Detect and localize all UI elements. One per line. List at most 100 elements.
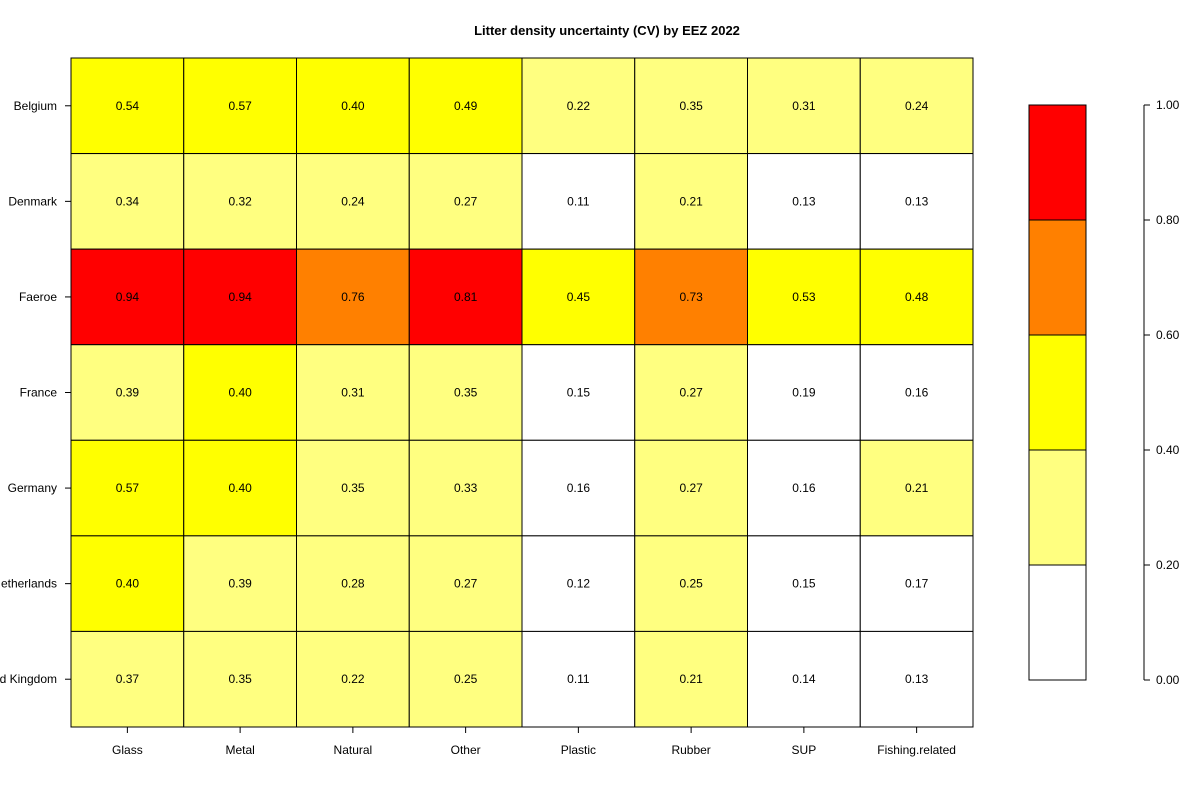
heatmap-cell <box>296 630 410 728</box>
cell-value-label: 0.19 <box>792 386 816 400</box>
cell-value-label: 0.76 <box>341 290 365 304</box>
heatmap-cell <box>296 439 410 537</box>
legend-color-box <box>1028 334 1087 451</box>
cell-value-label: 0.27 <box>679 481 703 495</box>
column-label: Other <box>451 743 481 757</box>
heatmap-cell <box>634 248 748 346</box>
cell-value-label: 0.35 <box>679 99 703 113</box>
cell-value-label: 0.15 <box>792 577 816 591</box>
heatmap-cell <box>296 248 410 346</box>
cell-value-label: 0.35 <box>228 672 252 686</box>
cell-value-label: 0.40 <box>116 577 140 591</box>
legend-tick-label: 0.60 <box>1156 328 1180 342</box>
legend-tick-label: 0.40 <box>1156 443 1180 457</box>
chart-title: Litter density uncertainty (CV) by EEZ 2… <box>474 23 740 38</box>
row-label: France <box>20 386 58 400</box>
legend-color-box <box>1028 104 1087 221</box>
cell-value-label: 0.57 <box>116 481 140 495</box>
cell-value-label: 0.24 <box>341 194 365 208</box>
heatmap-cells: 0.54 0.57 0.40 0.49 0.22 0.35 0.31 0.24 0.34 0.32… <box>70 57 974 728</box>
legend-color-box <box>1028 564 1087 681</box>
heatmap-cell <box>634 630 748 728</box>
row-label: Germany <box>8 481 57 495</box>
cell-value-label: 0.31 <box>341 386 365 400</box>
heatmap-cell <box>70 344 185 441</box>
heatmap-cell <box>70 57 185 155</box>
heatmap-cell <box>747 535 861 632</box>
cell-value-label: 0.12 <box>567 577 591 591</box>
heatmap-cell <box>634 153 748 250</box>
heatmap-cell <box>183 630 297 728</box>
cell-value-label: 0.45 <box>567 290 591 304</box>
cell-value-label: 0.94 <box>116 290 140 304</box>
row-label: Belgium <box>14 99 57 113</box>
legend-tick-label: 0.20 <box>1156 558 1180 572</box>
column-label: Metal <box>225 743 254 757</box>
heatmap-cell <box>521 248 636 346</box>
heatmap-cell <box>521 439 636 537</box>
heatmap-cell <box>70 630 185 728</box>
cell-value-label: 0.94 <box>228 290 252 304</box>
cell-value-label: 0.57 <box>228 99 252 113</box>
heatmap-cell <box>859 57 974 155</box>
cell-value-label: 0.33 <box>454 481 478 495</box>
heatmap-cell <box>859 153 974 250</box>
cell-value-label: 0.48 <box>905 290 929 304</box>
cell-value-label: 0.39 <box>228 577 252 591</box>
heatmap-cell <box>634 57 748 155</box>
heatmap-cell <box>747 153 861 250</box>
legend-color-box <box>1028 219 1087 336</box>
heatmap-cell <box>408 57 523 155</box>
column-label: Natural <box>334 743 373 757</box>
cell-value-label: 0.81 <box>454 290 478 304</box>
heatmap-cell <box>634 535 748 632</box>
color-legend: 0.00 0.20 0.40 0.60 0.80 1.00 <box>1028 98 1180 687</box>
cell-value-label: 0.25 <box>679 577 703 591</box>
cell-value-label: 0.53 <box>792 290 816 304</box>
heatmap-cell <box>408 344 523 441</box>
cell-value-label: 0.31 <box>792 99 816 113</box>
heatmap-cell <box>859 439 974 537</box>
cell-value-label: 0.34 <box>116 194 140 208</box>
heatmap-cell <box>70 248 185 346</box>
cell-value-label: 0.40 <box>341 99 365 113</box>
cell-value-label: 0.22 <box>567 99 591 113</box>
heatmap-cell <box>634 439 748 537</box>
cell-value-label: 0.16 <box>792 481 816 495</box>
cell-value-label: 0.32 <box>228 194 252 208</box>
cell-value-label: 0.28 <box>341 577 365 591</box>
heatmap-cell <box>296 57 410 155</box>
cell-value-label: 0.11 <box>567 194 590 208</box>
column-label: Rubber <box>671 743 710 757</box>
heatmap-cell <box>521 535 636 632</box>
row-labels: Belgium Denmark Faeroe France Germany Netherl… <box>0 99 71 686</box>
heatmap-cell <box>183 153 297 250</box>
cell-value-label: 0.16 <box>567 481 591 495</box>
cell-value-label: 0.17 <box>905 577 929 591</box>
row-label: Denmark <box>8 194 58 208</box>
legend-color-box <box>1028 449 1087 566</box>
heatmap-cell <box>408 153 523 250</box>
column-label: SUP <box>792 743 817 757</box>
row-label: United Kingdom <box>0 672 57 686</box>
cell-value-label: 0.40 <box>228 386 252 400</box>
heatmap-cell <box>747 630 861 728</box>
cell-value-label: 0.22 <box>341 672 365 686</box>
cell-value-label: 0.25 <box>454 672 478 686</box>
legend-tick-label: 1.00 <box>1156 98 1180 112</box>
heatmap-cell <box>408 439 523 537</box>
row-label: Netherlands <box>0 577 57 591</box>
heatmap-cell <box>183 248 297 346</box>
heatmap-cell <box>747 344 861 441</box>
cell-value-label: 0.37 <box>116 672 140 686</box>
cell-value-label: 0.13 <box>905 194 929 208</box>
cell-value-label: 0.13 <box>905 672 929 686</box>
cell-value-label: 0.16 <box>905 386 929 400</box>
cell-value-label: 0.73 <box>679 290 703 304</box>
column-label: Fishing.related <box>877 743 956 757</box>
heatmap-cell <box>747 248 861 346</box>
column-labels: Glass Metal Natural Other Plastic Rubber SUP Fi… <box>112 727 956 757</box>
heatmap-cell <box>859 630 974 728</box>
heatmap-cell <box>859 535 974 632</box>
